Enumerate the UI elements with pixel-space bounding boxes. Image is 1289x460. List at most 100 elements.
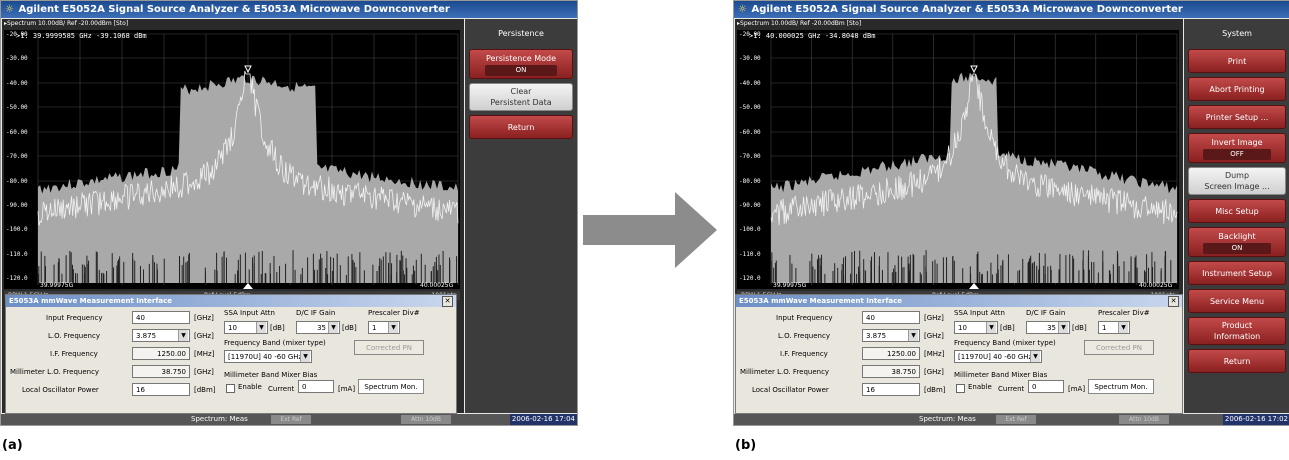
chevron-down-icon[interactable]: ▼: [1030, 351, 1040, 362]
softkey-label: Backlight: [1218, 231, 1256, 241]
softkey-misc-setup[interactable]: Misc Setup: [1188, 199, 1286, 223]
unit-label: [MHz]: [194, 350, 215, 358]
status-text: Spectrum: Meas: [191, 415, 248, 423]
input-frequency-field[interactable]: 40: [132, 311, 190, 324]
lo-power-field[interactable]: 16: [132, 383, 190, 396]
close-icon[interactable]: ✕: [442, 296, 453, 307]
softkey-label: Abort Printing: [1209, 84, 1265, 94]
prescaler-select[interactable]: 1 ▼: [368, 321, 400, 334]
corrected-pn-button[interactable]: Corrected PN: [1084, 340, 1154, 355]
softkey-label: Misc Setup: [1215, 206, 1259, 216]
status-text: Spectrum: Meas: [919, 415, 976, 423]
softkey-print[interactable]: Print: [1188, 49, 1286, 73]
chevron-down-icon[interactable]: ▼: [328, 322, 338, 333]
caption-a: (a): [2, 438, 23, 453]
ext-ref-indicator: Ext Ref: [996, 415, 1036, 424]
spectrum-trace: -20.00 -30.00 -40.00 -50.00 -60.00 -70.00 -80.…: [6, 31, 459, 289]
ssa-attn-select[interactable]: 10 ▼: [224, 321, 268, 334]
prescaler-select[interactable]: 1 ▼: [1098, 321, 1130, 334]
input-frequency-field[interactable]: 40: [862, 311, 920, 324]
marker-icon[interactable]: [244, 65, 252, 74]
enable-checkbox[interactable]: [226, 384, 235, 393]
lo-power-field[interactable]: 16: [862, 383, 920, 396]
chevron-down-icon[interactable]: ▼: [986, 322, 996, 333]
menu-title: System: [1222, 29, 1252, 38]
input-frequency-label: Input Frequency: [776, 314, 833, 322]
chevron-down-icon[interactable]: ▼: [256, 322, 266, 333]
chevron-down-icon[interactable]: ▼: [388, 322, 398, 333]
enable-checkbox[interactable]: [956, 384, 965, 393]
unit-label: [GHz]: [924, 332, 944, 340]
spectrum-mon-button[interactable]: Spectrum Mon.: [358, 379, 424, 394]
chevron-down-icon[interactable]: ▼: [300, 351, 310, 362]
chevron-down-icon[interactable]: ▼: [1118, 322, 1128, 333]
softkey-abort-printing[interactable]: Abort Printing: [1188, 77, 1286, 101]
band-value: [11970U] 40 -60 GHz: [958, 353, 1033, 361]
chevron-down-icon[interactable]: ▼: [1058, 322, 1068, 333]
window-title: Agilent E5052A Signal Source Analyzer & …: [751, 4, 1183, 15]
y-tick-label: -60.00: [739, 129, 761, 136]
softkey-product-information[interactable]: Product Information: [1188, 317, 1286, 345]
band-select[interactable]: [11970U] 40 -60 GHz ▼: [224, 350, 312, 363]
softkey-label: Service Menu: [1209, 296, 1265, 306]
softkey-value: ON: [485, 64, 557, 76]
clock: 2006-02-16 17:02: [1222, 414, 1289, 425]
input-frequency-label: Input Frequency: [46, 314, 103, 322]
spectrum-mon-button[interactable]: Spectrum Mon.: [1088, 379, 1154, 394]
if-frequency-label: I.F. Frequency: [780, 350, 828, 358]
softkey-backlight[interactable]: Backlight ON: [1188, 227, 1286, 257]
ssa-attn-value: 10: [958, 324, 967, 332]
trace-header: ▸Spectrum 10.00dB/ Ref -20.00dBm [Sto]: [4, 20, 129, 27]
softkey-invert-image[interactable]: Invert Image OFF: [1188, 133, 1286, 163]
unit-label: [MHz]: [924, 350, 945, 358]
y-tick-label: -120.0: [6, 275, 28, 282]
y-tick-label: -100.0: [6, 226, 28, 233]
chevron-down-icon[interactable]: ▼: [908, 330, 918, 341]
softkey-clear-persistent-data[interactable]: Clear Persistent Data: [469, 83, 573, 111]
y-tick-label: -110.0: [739, 251, 761, 258]
lo-frequency-select[interactable]: 3.875 ▼: [132, 329, 190, 342]
x-start-label: 39.99975G: [773, 282, 807, 289]
dc-if-gain-select[interactable]: 35 ▼: [1026, 321, 1070, 334]
bias-label: Millimeter Band Mixer Bias: [954, 371, 1048, 379]
lo-power-label: Local Oscillator Power: [22, 386, 99, 394]
dc-if-gain-select[interactable]: 35 ▼: [296, 321, 340, 334]
softkey-return[interactable]: Return: [1188, 349, 1286, 373]
y-tick-label: -60.00: [6, 129, 28, 136]
band-select[interactable]: [11970U] 40 -60 GHz ▼: [954, 350, 1042, 363]
live-trace: [37, 70, 459, 226]
band-value: [11970U] 40 -60 GHz: [228, 353, 303, 361]
softkey-dump-screen-image[interactable]: Dump Screen Image ...: [1188, 167, 1286, 195]
enable-label: Enable: [968, 383, 992, 391]
y-tick-label: -120.0: [739, 275, 761, 282]
chevron-down-icon[interactable]: ▼: [178, 330, 188, 341]
current-field[interactable]: 0: [1028, 380, 1064, 393]
ssa-attn-value: 10: [228, 324, 237, 332]
y-tick-label: -80.00: [739, 178, 761, 185]
mmwave-dialog: E5053A mmWave Measurement Interface ✕ In…: [5, 294, 457, 414]
y-tick-label: -40.00: [739, 80, 761, 87]
softkey-menu: Persistence Persistence Mode ON Clear Pers…: [465, 19, 577, 413]
bias-label: Millimeter Band Mixer Bias: [224, 371, 318, 379]
current-field[interactable]: 0: [298, 380, 334, 393]
y-tick-label: -50.00: [6, 104, 28, 111]
unit-label: [dB]: [1000, 324, 1015, 332]
if-frequency-field: 1250.00: [862, 347, 920, 360]
marker-icon[interactable]: [970, 65, 978, 74]
app-icon: ☼: [738, 4, 747, 15]
softkey-instrument-setup[interactable]: Instrument Setup: [1188, 261, 1286, 285]
y-tick-label: -70.00: [6, 153, 28, 160]
softkey-label: Dump Screen Image ...: [1204, 171, 1270, 191]
corrected-pn-button[interactable]: Corrected PN: [354, 340, 424, 355]
softkey-printer-setup[interactable]: Printer Setup ...: [1188, 105, 1286, 129]
mm-lo-frequency-label: Millimeter L.O. Frequency: [740, 368, 830, 376]
spectrum-plot[interactable]: -20.00 -30.00 -40.00 -50.00 -60.00 -70.00 -80.…: [4, 30, 460, 289]
lo-frequency-select[interactable]: 3.875 ▼: [862, 329, 920, 342]
ssa-attn-select[interactable]: 10 ▼: [954, 321, 998, 334]
spectrum-plot[interactable]: -20.00 -30.00 -40.00 -50.00 -60.00 -70.00 -80.…: [737, 30, 1179, 289]
softkey-service-menu[interactable]: Service Menu: [1188, 289, 1286, 313]
softkey-return[interactable]: Return: [469, 115, 573, 139]
close-icon[interactable]: ✕: [1168, 296, 1179, 307]
softkey-label: Return: [507, 122, 535, 132]
softkey-persistence-mode[interactable]: Persistence Mode ON: [469, 49, 573, 79]
